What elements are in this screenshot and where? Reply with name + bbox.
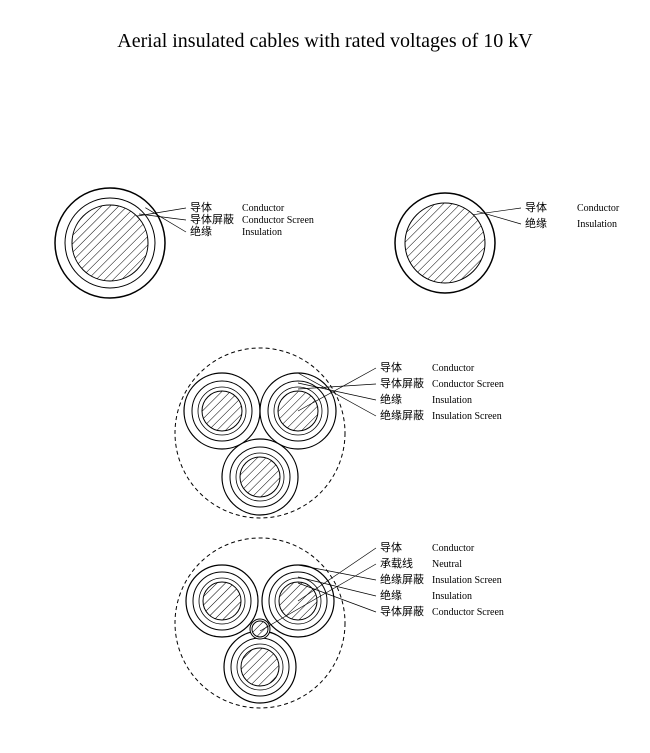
svg-text:Conductor: Conductor [242, 203, 285, 214]
svg-text:Insulation: Insulation [577, 219, 617, 230]
svg-text:绝缘屏蔽: 绝缘屏蔽 [380, 572, 424, 586]
svg-text:Conductor: Conductor [432, 363, 475, 374]
svg-text:Insulation: Insulation [432, 591, 472, 602]
svg-text:Insulation: Insulation [242, 227, 282, 238]
svg-text:Insulation Screen: Insulation Screen [432, 575, 502, 586]
svg-text:导体: 导体 [380, 540, 402, 554]
svg-text:Insulation: Insulation [432, 395, 472, 406]
svg-text:绝缘: 绝缘 [380, 588, 402, 602]
svg-text:Conductor Screen: Conductor Screen [432, 607, 504, 618]
svg-text:导体: 导体 [190, 200, 212, 214]
svg-text:绝缘: 绝缘 [525, 216, 547, 230]
svg-text:绝缘: 绝缘 [380, 392, 402, 406]
svg-text:导体屏蔽: 导体屏蔽 [190, 212, 234, 226]
svg-text:绝缘: 绝缘 [190, 224, 212, 238]
svg-text:绝缘屏蔽: 绝缘屏蔽 [380, 408, 424, 422]
page-title: Aerial insulated cables with rated volta… [0, 0, 650, 53]
svg-text:Insulation Screen: Insulation Screen [432, 411, 502, 422]
svg-text:Conductor: Conductor [577, 203, 620, 214]
svg-text:承载线: 承载线 [380, 556, 413, 570]
svg-text:Conductor Screen: Conductor Screen [432, 379, 504, 390]
svg-text:Neutral: Neutral [432, 559, 462, 570]
svg-text:导体屏蔽: 导体屏蔽 [380, 604, 424, 618]
diagram-canvas: 导体 Conductor 导体屏蔽 Conductor Screen 绝缘 Insulat… [0, 53, 650, 753]
svg-text:导体: 导体 [380, 360, 402, 374]
svg-text:导体: 导体 [525, 200, 547, 214]
svg-text:Conductor: Conductor [432, 543, 475, 554]
svg-text:Conductor Screen: Conductor Screen [242, 215, 314, 226]
svg-text:导体屏蔽: 导体屏蔽 [380, 376, 424, 390]
